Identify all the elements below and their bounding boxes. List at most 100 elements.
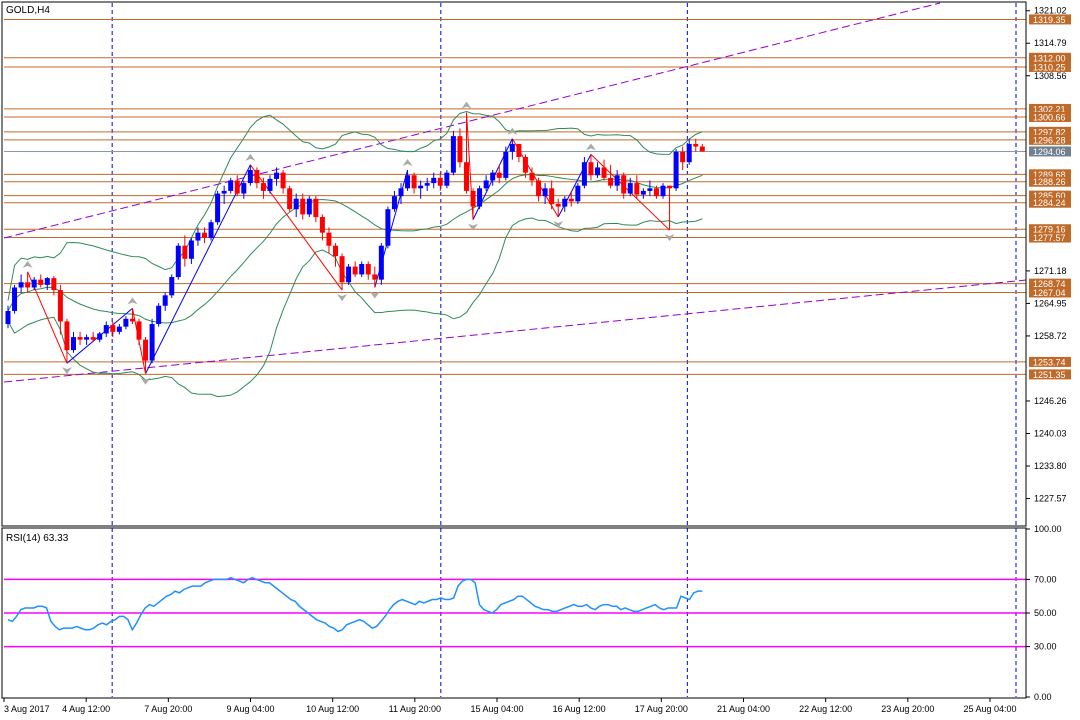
candle-body (287, 188, 293, 210)
fractal-up-arrow (507, 127, 518, 135)
time-tick-label: 10 Aug 12:00 (306, 704, 359, 714)
candle-body (608, 177, 614, 186)
candle-body (319, 217, 325, 233)
rsi-tick-label: 70.00 (1034, 574, 1057, 584)
price-level-label: 1296.28 (1033, 135, 1066, 145)
candle-body (188, 240, 194, 259)
candle-body (575, 185, 581, 202)
price-tick-label: 1314.79 (1034, 38, 1067, 48)
price-level-label: 1253.74 (1033, 357, 1066, 367)
candle-body (274, 172, 280, 179)
channel-line (3, 279, 1027, 383)
candle-body (123, 318, 129, 327)
price-level-tag (1029, 61, 1071, 72)
time-tick-label: 25 Aug 04:00 (963, 704, 1016, 714)
candle-body (444, 172, 450, 186)
candle-body (110, 325, 116, 332)
time-tick-label: 9 Aug 04:00 (226, 704, 274, 714)
candle-body (359, 264, 365, 275)
candle-body (457, 136, 463, 163)
candle-body (372, 274, 378, 280)
candle-body (405, 175, 411, 189)
candle-body (640, 190, 646, 195)
time-axis: 3 Aug 2017 4 Aug 12:00 7 Aug 20:00 9 Aug 04… (3, 698, 1017, 714)
candle-body (333, 245, 338, 257)
time-tick-label: 22 Aug 12:00 (799, 704, 852, 714)
price-level-tag (1029, 197, 1071, 208)
candle-body (621, 175, 627, 194)
time-tick-label: 21 Aug 04:00 (717, 704, 770, 714)
price-level-tag (1029, 134, 1071, 145)
candle-body (516, 143, 522, 157)
fractal-up-arrow (245, 153, 256, 161)
price-level-tag (1029, 169, 1071, 180)
candle-body (129, 318, 135, 322)
time-tick-label: 17 Aug 20:00 (635, 704, 688, 714)
rsi-line (7, 576, 703, 633)
fractal-down-arrow (369, 291, 380, 299)
candle-body (300, 198, 306, 215)
current-price-tag (1029, 146, 1071, 157)
candle-body (555, 203, 561, 207)
candle-body (693, 143, 699, 147)
candle-body (352, 266, 358, 275)
price-level-label: 1268.74 (1033, 279, 1066, 289)
candle-body (175, 245, 181, 278)
candle-body (496, 172, 502, 178)
rsi-series (4, 576, 1026, 648)
candle-body (162, 295, 168, 306)
candle-body (313, 198, 319, 218)
candle-body (5, 310, 11, 325)
candle-body (156, 305, 162, 325)
candle-body (202, 232, 207, 238)
candle-body (686, 143, 692, 163)
price-tick-label: 1321.02 (1034, 6, 1067, 16)
time-tick-label: 7 Aug 20:00 (144, 704, 192, 714)
price-axis[interactable]: 1321.02 1314.79 1308.56 1271.18 1264.95 1258.… (1025, 3, 1067, 525)
fractal-down-arrow (140, 377, 151, 385)
candle-body (306, 198, 312, 215)
price-level-tag (1029, 14, 1071, 25)
bollinger-lower (7, 217, 703, 398)
candle-body (143, 339, 149, 361)
candle-body (424, 183, 430, 186)
candle-body (84, 337, 90, 340)
fractal-up-arrow (127, 297, 138, 305)
fractal-down-arrow (468, 223, 479, 231)
fractal-down-arrow (61, 367, 72, 375)
price-level-label: 1288.26 (1033, 177, 1066, 187)
fractal-down-arrow (337, 294, 348, 302)
main-chart-panel[interactable] (1, 1, 1027, 527)
candle-body (64, 321, 70, 351)
candle-body (77, 337, 83, 340)
candle-body (38, 279, 44, 285)
rsi-tick-label: 50.00 (1034, 608, 1057, 618)
candle-body (116, 326, 122, 332)
candle-body (483, 180, 489, 189)
candle-body (247, 170, 253, 184)
candle-body (477, 188, 483, 207)
chart-title: GOLD,H4 (6, 5, 50, 16)
candle-body (450, 136, 456, 173)
price-level-tag (1029, 278, 1071, 289)
candle-body (254, 170, 260, 184)
fractal-down-arrow (664, 234, 675, 242)
candle-body (595, 167, 600, 176)
candle-body (267, 178, 273, 191)
candle-body (228, 180, 234, 191)
fractal-down-arrow (553, 221, 564, 229)
price-level-label: 1310.25 (1033, 62, 1066, 72)
candle-body (411, 175, 417, 189)
candle-body (529, 172, 535, 181)
candle-body (653, 188, 659, 197)
price-level-tag (1029, 287, 1071, 298)
current-price-label: 1294.06 (1033, 147, 1066, 157)
fractal-up-arrow (22, 260, 33, 268)
price-level-label: 1289.68 (1033, 170, 1066, 180)
candle-body (169, 277, 175, 296)
price-level-tag (1029, 369, 1071, 380)
price-level-tag (1029, 52, 1071, 63)
time-tick-label: 3 Aug 2017 (4, 704, 50, 714)
price-level-label: 1279.16 (1033, 225, 1066, 235)
